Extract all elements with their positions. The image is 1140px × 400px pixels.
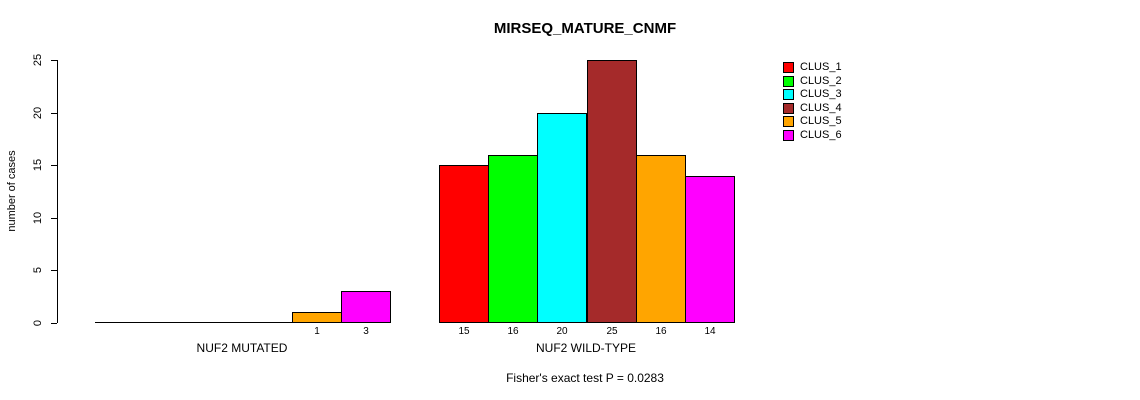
bar-clus_3	[537, 113, 587, 323]
bar-clus_2	[144, 322, 194, 323]
legend-item-clus_3: CLUS_3	[783, 88, 842, 101]
legend-swatch-icon	[783, 129, 794, 141]
group-label-wildtype: NUF2 WILD-TYPE	[535, 341, 636, 355]
chart-title: MIRSEQ_MATURE_CNMF	[493, 20, 677, 37]
y-tick	[51, 60, 57, 61]
legend-swatch-icon	[783, 102, 794, 114]
bar-value-label: 20	[556, 326, 568, 337]
y-tick	[51, 165, 57, 166]
y-tick	[51, 113, 57, 114]
y-axis-title: number of cases	[6, 150, 18, 232]
legend-item-clus_5: CLUS_5	[783, 115, 842, 128]
legend-swatch-icon	[783, 75, 794, 87]
legend-swatch-icon	[783, 62, 794, 73]
bar-clus_6	[685, 176, 735, 323]
bar-clus_6	[341, 291, 391, 323]
y-tick	[51, 218, 57, 219]
y-tick-label: 10	[32, 211, 44, 225]
legend-item-clus_2: CLUS_2	[783, 74, 842, 87]
y-tick	[51, 323, 57, 324]
legend-swatch-icon	[783, 89, 794, 101]
y-tick-label: 25	[32, 53, 44, 67]
y-tick-label: 20	[32, 106, 44, 120]
y-tick-label: 5	[32, 266, 44, 274]
legend-label: CLUS_1	[800, 61, 842, 73]
bar-value-label: 16	[507, 326, 519, 337]
y-tick-label: 0	[32, 319, 44, 327]
bar-value-label: 25	[606, 326, 618, 337]
bar-value-label: 14	[704, 326, 716, 337]
legend: CLUS_1 CLUS_2 CLUS_3 CLUS_4 CLUS_5 CLUS_6	[783, 62, 842, 144]
bar-value-label: 15	[458, 326, 470, 337]
bar-clus_1	[439, 165, 489, 323]
legend-label: CLUS_4	[800, 101, 842, 114]
y-tick-label: 15	[32, 158, 44, 172]
legend-item-clus_6: CLUS_6	[783, 128, 842, 141]
fisher-test-annotation: Fisher's exact test P = 0.0283	[506, 371, 664, 385]
legend-label: CLUS_6	[800, 128, 842, 141]
y-tick	[51, 270, 57, 271]
bar-clus_1	[95, 322, 145, 323]
bar-value-label: 1	[314, 326, 320, 337]
legend-swatch-icon	[783, 116, 794, 128]
legend-label: CLUS_3	[800, 88, 842, 101]
bar-value-label: 16	[655, 326, 667, 337]
legend-label: CLUS_5	[800, 115, 842, 128]
bar-value-label: 3	[363, 326, 369, 337]
bar-clus_2	[488, 155, 538, 323]
bar-clus_4	[587, 60, 637, 323]
legend-item-clus_4: CLUS_4	[783, 101, 842, 114]
y-axis-line	[57, 60, 58, 323]
bar-clus_4	[243, 322, 293, 323]
group-label-mutated: NUF2 MUTATED	[196, 341, 288, 355]
bar-clus_3	[193, 322, 243, 323]
bar-clus_5	[636, 155, 686, 323]
bar-clus_5	[292, 312, 342, 323]
legend-item-clus_1: CLUS_1	[783, 62, 842, 73]
legend-label: CLUS_2	[800, 74, 842, 87]
